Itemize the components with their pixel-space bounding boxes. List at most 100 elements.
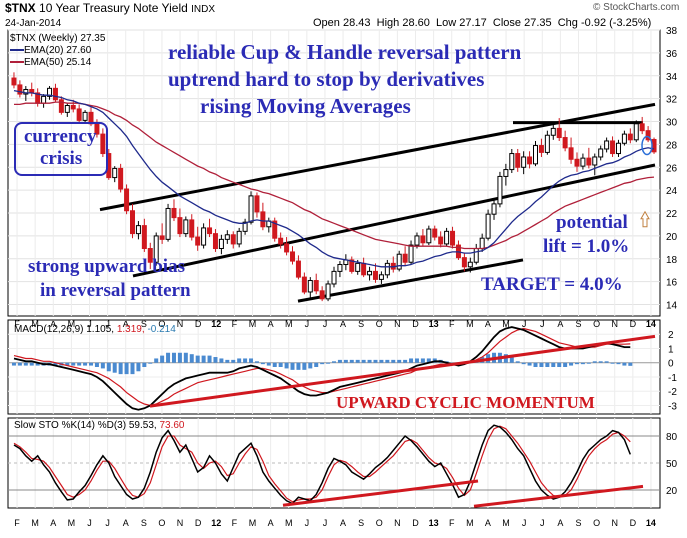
candle-body — [574, 158, 580, 167]
candle-body — [396, 253, 402, 270]
macd-histogram-bar — [17, 362, 22, 366]
macd-histogram-bar — [213, 357, 218, 363]
price-x-label: M — [68, 319, 76, 329]
macd-tick-label: -3 — [668, 401, 677, 412]
macd-histogram-bar — [320, 362, 325, 365]
candle-body — [361, 262, 367, 276]
price-x-label: S — [141, 319, 147, 329]
price-x-label: J — [305, 319, 310, 329]
price-x-label: S — [575, 319, 581, 329]
candle-body — [325, 283, 331, 300]
annotation-currency: currency — [24, 126, 97, 147]
candle-body — [171, 207, 177, 219]
annotation-cup-handle: reliable Cup & Handle reversal pattern — [168, 40, 522, 64]
bottom-x-label: F — [14, 518, 20, 528]
candle-body — [556, 127, 562, 139]
macd-histogram-bar — [563, 362, 568, 367]
macd-histogram-bar — [598, 361, 603, 363]
price-tick-label: 22 — [666, 209, 678, 220]
macd-histogram-bar — [574, 362, 579, 365]
macd-histogram-bar — [148, 362, 153, 364]
annotation-crisis: crisis — [40, 148, 83, 169]
candle-body — [135, 225, 141, 235]
macd-histogram-bar — [237, 358, 242, 363]
macd-histogram-bar — [243, 358, 248, 363]
bottom-x-label: 13 — [429, 518, 439, 528]
candle-body — [224, 234, 230, 240]
bottom-x-label: A — [268, 518, 274, 528]
candle-body — [372, 270, 378, 280]
candle-body — [355, 262, 361, 272]
macd-histogram-bar — [266, 362, 271, 366]
bottom-x-label: M — [285, 518, 293, 528]
macd-histogram-bar — [403, 359, 408, 363]
candle-body — [307, 280, 313, 293]
candle-body — [378, 274, 384, 280]
base-support-trendline — [297, 258, 524, 303]
bottom-x-label: N — [611, 518, 618, 528]
macd-histogram-bar — [100, 362, 105, 369]
currency-crisis-box — [14, 122, 108, 176]
candle-body — [633, 123, 639, 141]
sto-trendline-2 — [473, 484, 644, 508]
macd-histogram-bar — [586, 362, 591, 364]
candle-body — [183, 219, 189, 235]
annotation-reversal-pattern: in reversal pattern — [40, 280, 191, 301]
macd-histogram-bar — [545, 362, 550, 367]
sto-trendline-1 — [282, 479, 479, 507]
low-value: 27.17 — [459, 17, 487, 29]
sto-k-line — [13, 424, 631, 505]
candle-body — [153, 235, 159, 263]
ema50-line — [14, 101, 655, 250]
macd-histogram-bar — [260, 362, 265, 365]
macd-histogram-bar — [414, 358, 419, 363]
macd-histogram-bar — [189, 354, 194, 363]
candle-body — [284, 243, 290, 253]
candle-body — [272, 220, 278, 239]
candle-body — [550, 127, 556, 136]
macd-histogram-bar — [343, 359, 348, 363]
candle-body — [461, 257, 467, 268]
price-tick-label: 18 — [666, 255, 678, 266]
price-tick-label: 28 — [666, 140, 678, 151]
bottom-x-label: A — [50, 518, 56, 528]
macd-histogram-bar — [171, 352, 176, 363]
macd-histogram-bar — [11, 362, 16, 366]
price-x-label: D — [412, 319, 419, 329]
macd-histogram-bar — [326, 362, 331, 364]
bottom-x-label: 12 — [211, 518, 221, 528]
macd-histogram-bar — [231, 359, 236, 363]
candle-body — [426, 228, 432, 244]
chart-date: 24-Jan-2014 — [5, 18, 62, 29]
bottom-x-label: J — [87, 518, 92, 528]
candle-body — [100, 133, 106, 155]
candle-body — [290, 251, 296, 262]
candle-body — [11, 77, 17, 86]
macd-histogram-bar — [379, 359, 384, 363]
price-tick-label: 30 — [666, 118, 678, 129]
bottom-x-label: O — [158, 518, 165, 528]
annotation-lift: lift = 1.0% — [543, 236, 630, 257]
macd-histogram-bar — [551, 362, 556, 367]
price-x-label: A — [485, 319, 491, 329]
bottom-x-label: D — [630, 518, 637, 528]
macd-histogram-bar — [118, 362, 123, 375]
macd-histogram-bar — [367, 359, 372, 363]
candle-body — [319, 290, 325, 300]
candle-body — [124, 188, 130, 212]
candle-body — [52, 87, 58, 101]
candle-body — [112, 167, 118, 179]
price-x-label: 14 — [646, 319, 656, 329]
macd-histogram-bar — [314, 362, 319, 367]
macd-histogram-bar — [296, 362, 301, 370]
exchange: INDX — [191, 4, 216, 15]
high-value: 28.60 — [402, 17, 430, 29]
price-x-label: F — [14, 319, 20, 329]
macd-histogram-bar — [426, 358, 431, 363]
macd-histogram-bar — [515, 361, 520, 363]
candle-body — [337, 264, 343, 272]
macd-histogram-bar — [278, 362, 283, 367]
bottom-x-label: 14 — [646, 518, 656, 528]
macd-histogram-bar — [249, 358, 254, 363]
macd-histogram-bar — [373, 359, 378, 363]
